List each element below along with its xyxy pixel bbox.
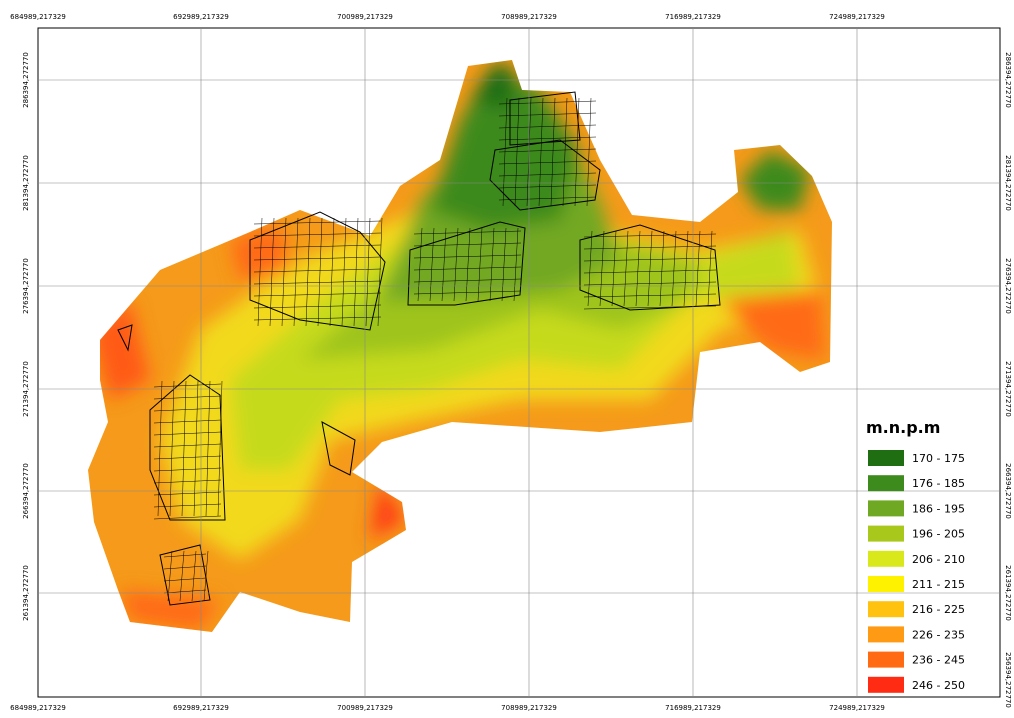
legend-label: 246 - 250: [912, 679, 965, 692]
left-coordinate: 271394,272770: [22, 361, 30, 417]
right-coordinate: 271394,272770: [1004, 361, 1012, 417]
legend-swatch: [868, 551, 904, 567]
top-coordinate: 700989,217329: [337, 13, 393, 21]
legend-swatch: [868, 526, 904, 542]
legend-label: 196 - 205: [912, 528, 965, 541]
legend-swatch: [868, 500, 904, 516]
legend-label: 186 - 195: [912, 502, 965, 515]
bottom-coordinate: 724989,217329: [829, 704, 885, 712]
bottom-coordinate: 700989,217329: [337, 704, 393, 712]
top-coordinate: 708989,217329: [501, 13, 557, 21]
bottom-coordinate: 708989,217329: [501, 704, 557, 712]
right-coordinate: 266394,272770: [1004, 463, 1012, 519]
legend-label: 206 - 210: [912, 553, 965, 566]
right-coordinate: 276394,272770: [1004, 258, 1012, 314]
elevation-raster: [60, 40, 860, 660]
right-coordinate: 286394,272770: [1004, 52, 1012, 108]
left-coordinate: 276394,272770: [22, 258, 30, 314]
bottom-coordinate: 716989,217329: [665, 704, 721, 712]
bottom-coordinate: 684989,217329: [10, 704, 66, 712]
legend-label: 226 - 235: [912, 628, 965, 641]
legend-swatch: [868, 652, 904, 668]
legend-label: 236 - 245: [912, 654, 965, 667]
bottom-coordinate: 692989,217329: [173, 704, 229, 712]
legend-swatch: [868, 601, 904, 617]
top-coordinate: 716989,217329: [665, 13, 721, 21]
legend-swatch: [868, 677, 904, 693]
legend: m.n.p.m 170 - 175 176 - 185 186 - 195 196 -…: [866, 418, 965, 693]
left-coordinate: 266394,272770: [22, 463, 30, 519]
right-coordinate: 281394,272770: [1004, 155, 1012, 211]
left-coordinate: 261394,272770: [22, 565, 30, 621]
top-coordinate: 684989,217329: [10, 13, 66, 21]
legend-swatch: [868, 576, 904, 592]
right-coordinate: 261394,272770: [1004, 565, 1012, 621]
legend-label: 170 - 175: [912, 452, 965, 465]
left-coordinate: 286394,272770: [22, 52, 30, 108]
legend-label: 211 - 215: [912, 578, 965, 591]
legend-label: 216 - 225: [912, 603, 965, 616]
map-view: 684989,217329 692989,217329 700989,217329 7…: [0, 0, 1014, 718]
top-coordinate: 692989,217329: [173, 13, 229, 21]
legend-title: m.n.p.m: [866, 418, 940, 437]
legend-swatch: [868, 626, 904, 642]
left-coordinate: 281394,272770: [22, 155, 30, 211]
legend-swatch: [868, 450, 904, 466]
top-coordinate: 724989,217329: [829, 13, 885, 21]
legend-swatch: [868, 475, 904, 491]
right-coordinate: 256394,272770: [1004, 652, 1012, 708]
legend-label: 176 - 185: [912, 477, 965, 490]
